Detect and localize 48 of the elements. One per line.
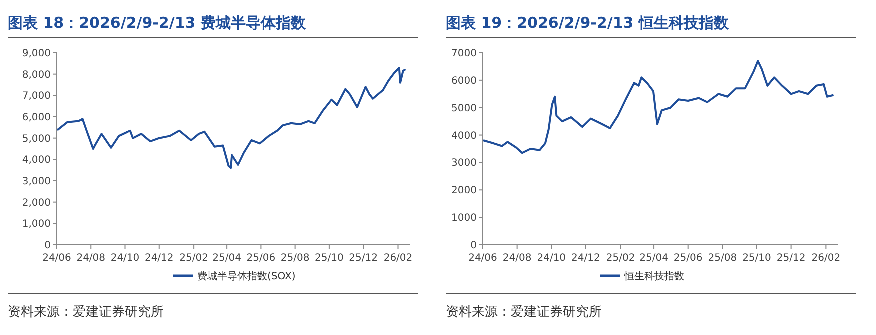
- x-tick-label: 25/08: [280, 253, 310, 264]
- y-tick-label: 7,000: [22, 91, 51, 102]
- y-tick-label: 3000: [452, 158, 477, 170]
- y-tick-label: 9,000: [22, 48, 51, 60]
- x-tick-label: 25/06: [246, 253, 276, 264]
- line-series: [57, 66, 406, 170]
- x-tick-label: 25/08: [708, 253, 738, 264]
- legend-label: 费城半导体指数(SOX): [198, 270, 296, 282]
- chart-title: 图表 18：2026/2/9-2/13 费城半导体指数: [8, 14, 307, 32]
- y-tick-label: 8,000: [22, 70, 51, 81]
- x-tick-label: 24/12: [572, 253, 600, 264]
- x-tick-label: 24/08: [76, 253, 106, 264]
- y-tick-label: 2,000: [22, 198, 51, 209]
- x-tick-label: 25/12: [776, 253, 806, 264]
- x-tick-label: 25/02: [606, 253, 636, 264]
- text: 资料来源：爱建证券研究所: [446, 305, 602, 320]
- x-tick-label: 24/06: [468, 253, 498, 264]
- x-tick-label: 25/04: [640, 253, 668, 264]
- text: 资料来源：爱建证券研究所: [8, 305, 164, 320]
- line-series: [483, 60, 834, 154]
- x-tick-label: 24/08: [502, 253, 532, 264]
- y-tick-label: 4000: [452, 130, 477, 142]
- x-tick-label: 24/12: [144, 253, 174, 264]
- y-tick-label: 1000: [452, 213, 477, 224]
- y-tick-label: 7000: [452, 48, 477, 60]
- chart-title: 图表 19：2026/2/9-2/13 恒生科技指数: [446, 14, 730, 32]
- y-tick-label: 5,000: [22, 134, 51, 145]
- x-tick-label: 25/10: [742, 253, 772, 264]
- y-tick-label: 6000: [452, 76, 477, 87]
- x-tick-label: 26/02: [384, 253, 413, 264]
- x-tick-label: 25/02: [180, 253, 208, 264]
- y-tick-label: 5000: [452, 103, 477, 114]
- legend-label: 恒生科技指数: [624, 270, 684, 282]
- y-tick-label: 1,000: [22, 219, 51, 230]
- x-tick-label: 26/02: [812, 253, 841, 264]
- y-tick-label: 6,000: [22, 112, 51, 124]
- x-tick-label: 24/10: [537, 253, 566, 264]
- x-tick-label: 25/10: [315, 253, 344, 264]
- y-tick-label: 4,000: [22, 155, 51, 166]
- y-tick-label: 0: [470, 240, 477, 252]
- x-tick-label: 24/10: [110, 253, 140, 264]
- x-tick-label: 25/06: [674, 253, 703, 264]
- x-tick-label: 24/06: [42, 253, 72, 264]
- y-tick-label: 3,000: [22, 176, 51, 188]
- y-tick-label: 0: [44, 240, 51, 252]
- x-tick-label: 25/04: [212, 253, 242, 264]
- x-tick-label: 25/12: [349, 253, 378, 264]
- y-tick-label: 2000: [452, 186, 477, 197]
